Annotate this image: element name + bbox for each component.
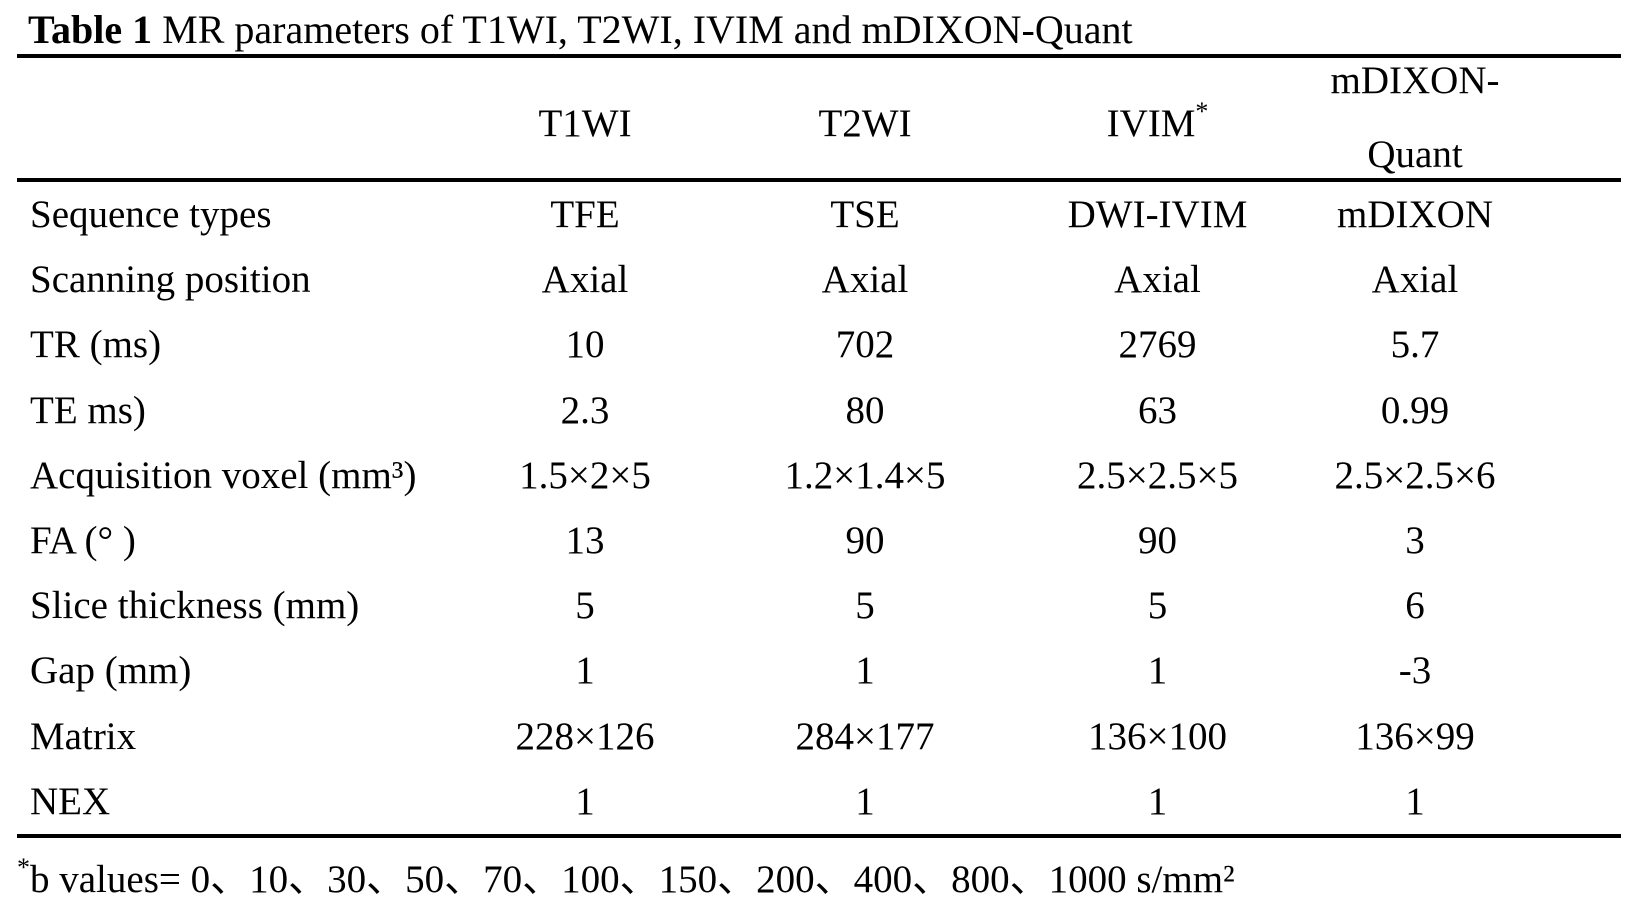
footnote-asterisk: *	[17, 852, 30, 882]
cell-value: 2.5×2.5×5	[1077, 453, 1238, 497]
cell-value: 1	[1147, 779, 1168, 823]
row-label: Acquisition voxel (mm³)	[30, 453, 417, 497]
cell-value: 1	[575, 779, 595, 823]
row-label: Scanning position	[30, 258, 311, 302]
cell-value: 10	[565, 323, 605, 367]
cell-value: Axial	[821, 258, 909, 302]
cell-value: 2.3	[560, 388, 610, 432]
row-label: Slice thickness (mm)	[30, 584, 360, 628]
table-row: Matrix 228×126 284×177 136×100 136×99	[17, 704, 1621, 769]
cell-value: 5	[1147, 584, 1168, 628]
cell-value: Axial	[1114, 258, 1201, 302]
cell-value: 63	[1138, 388, 1177, 432]
cell-value: 3	[1405, 519, 1425, 563]
table-caption: MR parameters of T1WI, T2WI, IVIM and mD…	[152, 7, 1133, 52]
top-rule	[17, 54, 1621, 58]
cell-value: 702	[835, 323, 895, 367]
table-title: Table 1 MR parameters of T1WI, T2WI, IVI…	[17, 6, 1621, 54]
header-rule	[17, 178, 1621, 182]
cell-value: 80	[845, 388, 885, 432]
cell-value: -3	[1398, 649, 1432, 693]
table-number: Table 1	[28, 7, 153, 52]
row-label: TE ms)	[30, 388, 146, 432]
cell-value: 2.5×2.5×6	[1334, 453, 1496, 497]
row-label: NEX	[30, 779, 111, 823]
mr-parameters-table: Table 1 MR parameters of T1WI, T2WI, IVI…	[17, 6, 1621, 900]
cell-value: 90	[845, 519, 885, 563]
cell-value: DWI-IVIM	[1067, 193, 1248, 237]
cell-value: 1.5×2×5	[519, 453, 651, 497]
cell-value: 1	[855, 779, 875, 823]
table-row: Acquisition voxel (mm³) 1.5×2×5 1.2×1.4×5 2…	[17, 443, 1621, 508]
cell-value: mDIXON	[1337, 193, 1493, 237]
table-row: FA (° ) 13 90 90 3	[17, 508, 1621, 573]
cell-value: 1	[575, 649, 595, 693]
row-label: TR (ms)	[30, 323, 162, 367]
cell-value: 1	[1405, 779, 1425, 823]
cell-value: 136×100	[1088, 714, 1227, 758]
cell-value: 1	[1147, 649, 1168, 693]
bottom-rule	[17, 833, 1621, 838]
cell-value: 5	[855, 584, 875, 628]
cell-value: 13	[565, 519, 605, 563]
table-row: Scanning position Axial Axial Axial Axial	[17, 247, 1621, 312]
table-row: Gap (mm) 1 1 1 -3	[17, 638, 1621, 703]
row-label: Matrix	[30, 714, 137, 758]
table-row: Sequence types TFE TSE DWI-IVIM mDIXON	[17, 182, 1621, 247]
cell-value: 6	[1405, 584, 1425, 628]
cell-value: 284×177	[795, 714, 935, 758]
cell-value: 5	[575, 584, 595, 628]
table-row: TR (ms) 10 702 2769 5.7	[17, 312, 1621, 377]
row-label: Sequence types	[30, 193, 272, 237]
cell-value: 1.2×1.4×5	[784, 453, 946, 497]
cell-value: 136×99	[1355, 714, 1475, 758]
row-label: FA (° )	[30, 519, 136, 563]
footnote: *b values= 0、10、30、50、70、100、150、200、400…	[17, 844, 1621, 900]
cell-value: Axial	[1371, 258, 1459, 302]
cell-value: TSE	[830, 193, 900, 237]
cell-value: 2769	[1118, 323, 1197, 367]
table-row: NEX 1 1 1 1	[17, 769, 1621, 834]
row-label: Gap (mm)	[30, 649, 192, 693]
header-row: T1WI T2WI IVIM* mDIXON- Quant	[17, 58, 1621, 178]
col-superscript: *	[1195, 97, 1209, 126]
cell-value: Axial	[541, 258, 629, 302]
col-header-ivim: IVIM*	[1106, 97, 1209, 145]
table-body: Sequence types TFE TSE DWI-IVIM mDIXON Scanni…	[17, 182, 1621, 834]
cell-value: 90	[1138, 519, 1177, 563]
col-header-t1wi: T1WI	[538, 102, 632, 145]
cell-value: 5.7	[1390, 323, 1440, 367]
cell-value: 228×126	[515, 714, 655, 758]
footnote-text: b values= 0、10、30、50、70、100、150、200、400、…	[30, 857, 1235, 900]
table-row: Slice thickness (mm) 5 5 5 6	[17, 573, 1621, 638]
table-row: TE ms) 2.3 80 63 0.99	[17, 378, 1621, 443]
cell-value: 1	[855, 649, 875, 693]
cell-value: 0.99	[1380, 388, 1450, 432]
col-header-mdixon-quant: mDIXON- Quant	[1330, 59, 1500, 176]
col-header-t2wi: T2WI	[818, 102, 912, 145]
cell-value: TFE	[550, 193, 620, 237]
